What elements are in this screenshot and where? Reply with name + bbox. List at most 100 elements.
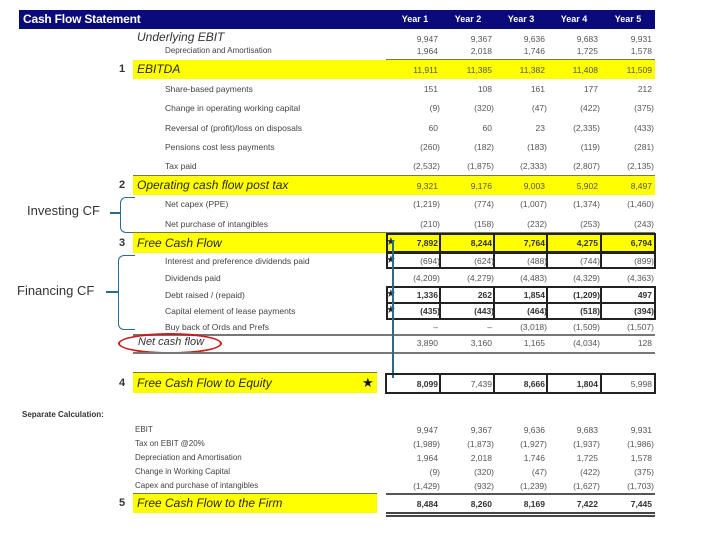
year-4-header: Year 4 [560,14,588,24]
cell: (47) [531,467,547,477]
investing-brace-icon [120,197,135,233]
row-fcfe: 8,099 7,439 8,666 1,804 5,998 [0,379,720,395]
row-label-fcff: Free Cash Flow to the Firm [137,496,283,510]
cell: (2,335) [573,123,600,133]
cell: 11,385 [466,65,492,75]
highlight-fcff [133,494,377,513]
cell: (2,807) [573,161,600,171]
cell: 9,931 [630,34,652,44]
cell: 1,165 [523,338,545,348]
cell: 9,367 [470,425,492,435]
cell: 9,176 [470,181,492,191]
row-reversal: Reversal of (profit)/loss on disposals 6… [0,123,720,139]
cell: 9,367 [470,34,492,44]
total-line [133,352,655,354]
highlight-fcfe [133,373,377,393]
cell: (281) [634,142,654,152]
row-label: Tax on EBIT @20% [135,439,205,448]
cell: 1,964 [416,453,438,463]
cell: (443) [474,306,494,316]
cell: (253) [580,219,600,229]
row-label-ocf: Operating cash flow post tax [137,178,289,192]
row-label: Capex and purchase of intangibles [135,481,259,490]
separate-calculation-heading: Separate Calculation: [22,410,104,419]
cell: (1,007) [520,199,547,209]
cell: 7,439 [470,379,492,389]
cell: 5,902 [576,181,598,191]
row-tax-paid: Tax paid (2,532) (1,875) (2,333) (2,807)… [0,161,720,177]
cell: 3,160 [470,338,492,348]
row-underlying-ebit: Underlying EBIT 9,947 9,367 9,636 9,683 … [0,30,720,47]
investing-cf-label: Investing CF [27,203,100,218]
cell: (9) [429,103,440,113]
subtotal-line [133,493,377,495]
cell: (1,374) [573,199,600,209]
cell: 11,911 [413,65,438,75]
subtotal-line [386,493,655,495]
cell: (210) [420,219,440,229]
sep-row-tax: Tax on EBIT @20% (1,989) (1,873) (1,927)… [0,439,720,455]
cell: (1,509) [573,322,600,332]
cell: (1,239) [520,481,547,491]
cell: (1,209) [573,290,600,300]
cell: 1,746 [523,453,545,463]
row-number: 1 [119,63,126,75]
row-lease: Capital element of lease payments (435) … [0,306,720,322]
sep-row-capex: Capex and purchase of intangibles (1,429… [0,481,720,497]
year-2-header: Year 2 [454,14,482,24]
row-fcf: 7,892 8,244 7,764 4,275 6,794 [0,238,720,254]
cell: 1,725 [576,453,598,463]
highlight-fcf [133,233,655,253]
cell: 23 [535,123,545,133]
cell: 2,018 [470,453,492,463]
row-label: Change in Working Capital [135,467,231,476]
cell: 1,336 [416,290,438,300]
row-label: Debt raised / (repaid) [165,290,245,300]
row-label: Net capex (PPE) [165,199,229,209]
subtotal-line [386,59,655,61]
cell: (320) [474,467,494,477]
cell: (1,219) [413,199,440,209]
cell-divider [439,373,441,394]
cell: 8,666 [523,379,545,389]
interest-box [386,252,656,269]
row-label-net-cash-flow: Net cash flow [138,336,205,348]
cell: (1,460) [627,199,654,209]
row-pensions: Pensions cost less payments (260) (182) … [0,142,720,158]
year-1-header: Year 1 [401,14,429,24]
cell: 8,244 [470,238,492,248]
cell: (488) [527,256,547,266]
row-label: Pensions cost less payments [165,142,275,152]
row-dividends: Dividends paid (4,209) (4,279) (4,483) (… [0,273,720,289]
highlight-ocf [133,176,655,195]
cell: 151 [423,84,438,94]
connector-line [392,240,394,378]
row-number: 3 [119,237,126,249]
cell: (158) [474,219,494,229]
cell: (1,927) [520,439,547,449]
cell: 8,497 [630,181,652,191]
row-fcff: 8,484 8,260 8,169 7,422 7,445 [0,499,720,515]
star-icon: ★ [386,254,396,266]
fcfe-box [385,373,656,394]
cell: (2,135) [627,161,654,171]
sep-row-wc: Change in Working Capital (9) (320) (47)… [0,467,720,483]
row-net-cash-flow: 3,890 3,160 1,165 (4,034) 128 [0,338,720,354]
row-label: Reversal of (profit)/loss on disposals [165,123,303,133]
sep-row-ebit: EBIT 9,947 9,367 9,636 9,683 9,931 [0,425,720,441]
cell: 9,947 [416,425,438,435]
row-net-intangibles: Net purchase of intangibles (210) (158) … [0,219,720,235]
cell: 1,725 [576,46,598,56]
row-label-fcfe: Free Cash Flow to Equity [137,376,272,390]
cell: 7,445 [630,499,652,509]
cell: (932) [474,481,494,491]
cell: (260) [420,142,440,152]
cell: (1,937) [573,439,600,449]
cell-divider [439,233,441,269]
row-label: Underlying EBIT [137,30,225,44]
brace-tick [106,291,118,293]
cell: 5,998 [630,379,652,389]
year-5-header: Year 5 [614,14,642,24]
cell: 177 [583,84,598,94]
subtotal-line [133,334,655,336]
